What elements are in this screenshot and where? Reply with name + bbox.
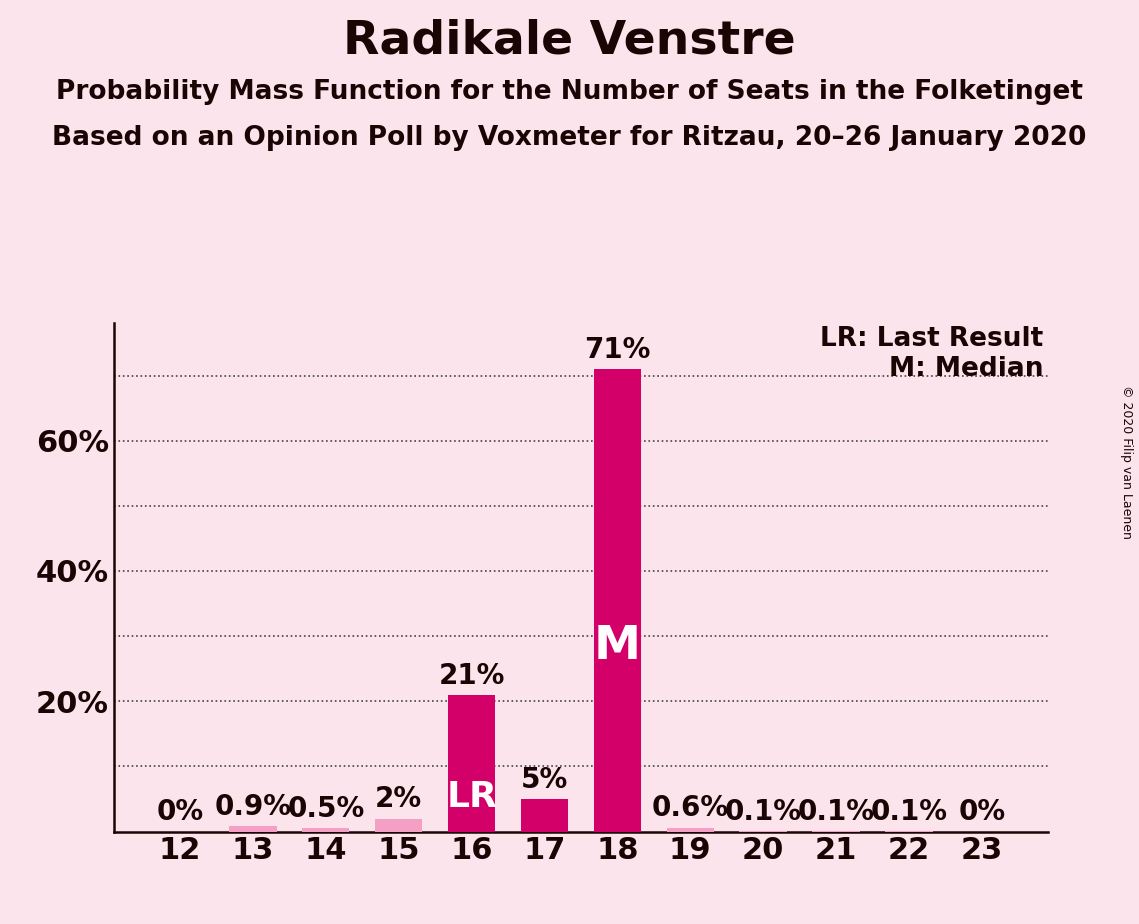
Text: 0.1%: 0.1% [724,798,802,826]
Text: LR: LR [446,781,497,814]
Bar [448,695,495,832]
Bar [302,828,350,832]
Text: 2%: 2% [375,785,423,813]
Text: LR: Last Result: LR: Last Result [820,326,1043,352]
Text: 0.6%: 0.6% [652,795,729,822]
Text: 0.5%: 0.5% [287,796,364,823]
Text: M: M [593,624,641,669]
Bar [666,828,714,832]
Bar [521,799,568,832]
Text: 71%: 71% [584,335,650,364]
Text: 0.9%: 0.9% [214,793,292,821]
Bar [229,826,277,832]
Text: 0.1%: 0.1% [870,798,948,826]
Text: 0%: 0% [156,798,204,826]
Text: Probability Mass Function for the Number of Seats in the Folketinget: Probability Mass Function for the Number… [56,79,1083,104]
Text: 21%: 21% [439,662,505,689]
Text: 0.1%: 0.1% [797,798,875,826]
Bar [375,819,423,832]
Text: 5%: 5% [521,766,568,794]
Text: Based on an Opinion Poll by Voxmeter for Ritzau, 20–26 January 2020: Based on an Opinion Poll by Voxmeter for… [52,125,1087,151]
Bar [593,369,641,832]
Text: 0%: 0% [958,798,1006,826]
Text: © 2020 Filip van Laenen: © 2020 Filip van Laenen [1121,385,1133,539]
Text: M: Median: M: Median [888,357,1043,383]
Text: Radikale Venstre: Radikale Venstre [343,18,796,64]
